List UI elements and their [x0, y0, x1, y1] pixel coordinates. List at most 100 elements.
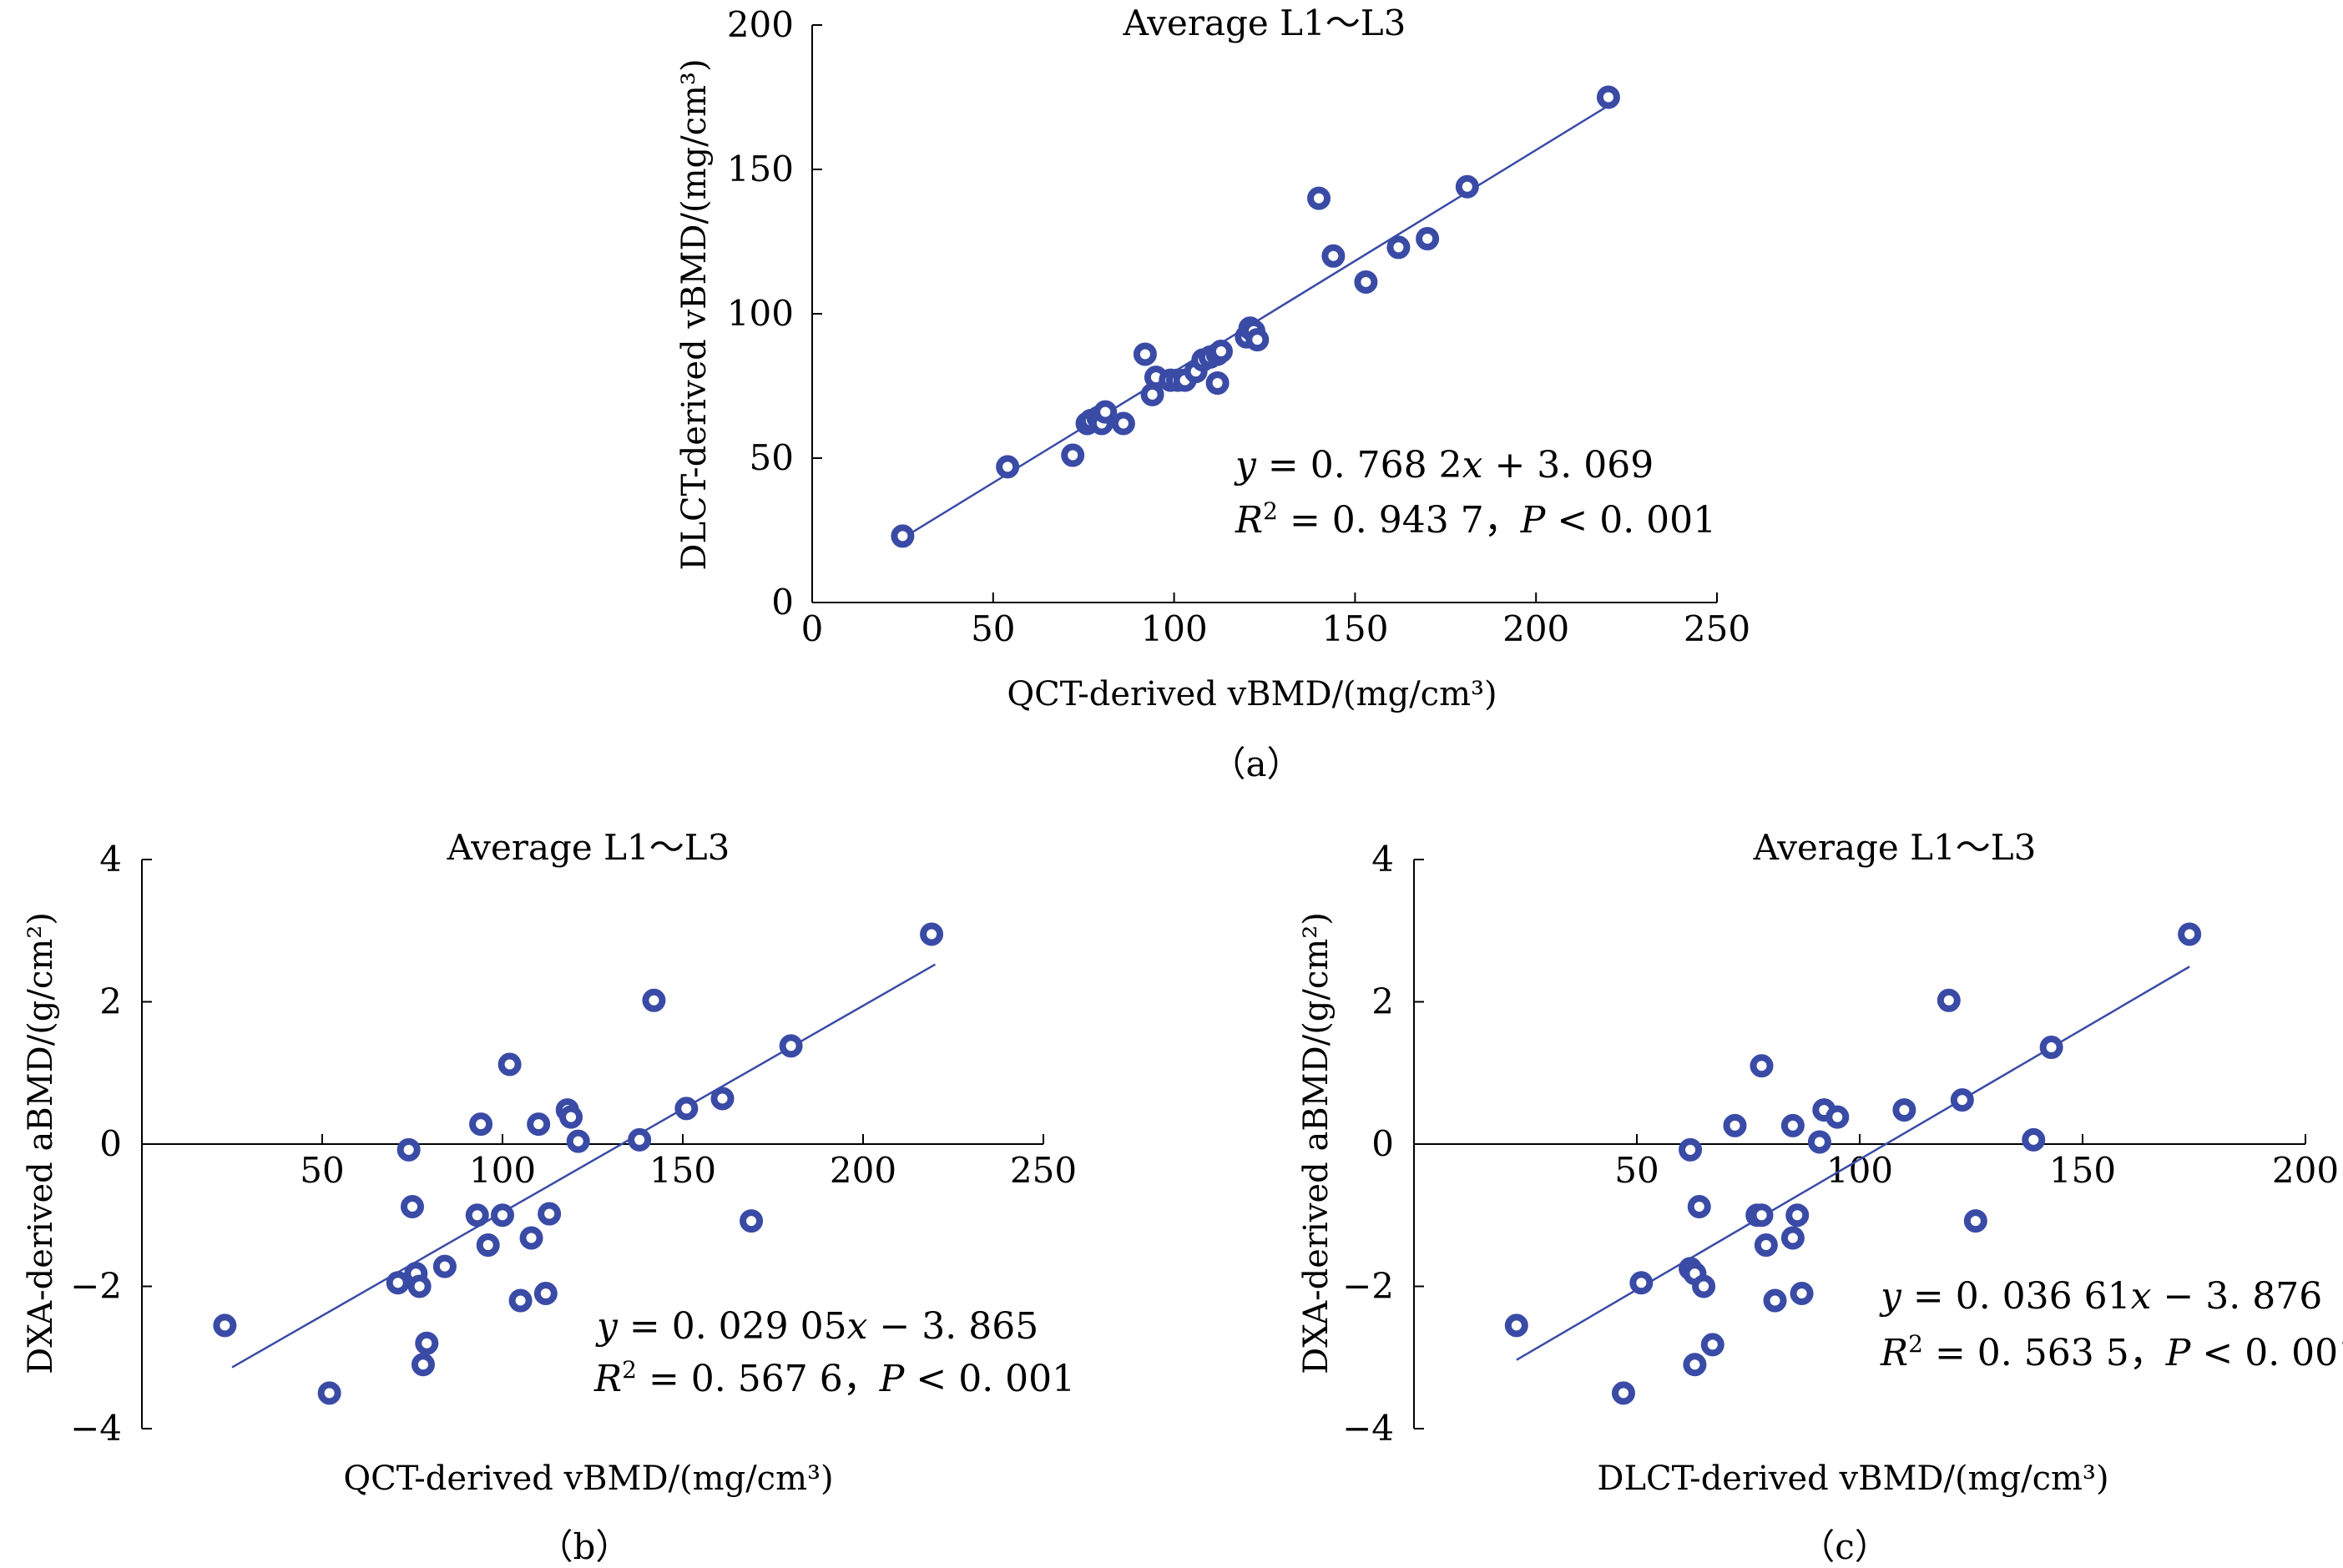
panel-c-data-point — [1692, 1274, 1716, 1298]
panel-b-data-point — [559, 1105, 583, 1129]
panel-b-data-point — [628, 1127, 652, 1152]
panel-a-title: Average L1～L3 — [1123, 3, 1406, 43]
panel-b-data-point — [396, 1137, 421, 1162]
panel-c-data-point — [2022, 1127, 2046, 1152]
panel-c-title: Average L1～L3 — [1753, 827, 2037, 868]
panel-c-data-point — [1700, 1333, 1724, 1357]
panel-b-data-point — [674, 1097, 699, 1121]
panel-b-equation-intercept: − 3. 865 — [867, 1305, 1038, 1348]
panel-b-y-tick-label: −4 — [70, 1408, 122, 1449]
panel-b-equation-x: x — [847, 1305, 868, 1348]
panel-a-stats-exp: 2 — [1263, 497, 1278, 525]
panel-c-data-point — [1611, 1381, 1635, 1405]
panel-a-y-tick-label: 150 — [727, 149, 794, 189]
panel-a-data-point — [1354, 270, 1378, 294]
panel-b-y-tick-label: 2 — [99, 981, 122, 1022]
panel-a-y-tick-label: 50 — [750, 437, 794, 478]
panel-c-x-tick-label: 50 — [1614, 1150, 1659, 1191]
panel-c-equation: y = 0. 036 61x − 3. 876 — [1879, 1275, 2322, 1318]
panel-b-data-point — [415, 1331, 439, 1355]
panel-b-data-point — [740, 1209, 764, 1233]
panel-a-data-point — [1321, 244, 1346, 268]
panel-a-data-point — [1307, 186, 1331, 210]
panel-c-data-point — [1807, 1130, 1831, 1154]
panel-b-equation-y: y — [595, 1305, 619, 1348]
panel-c-stats: R2 = 0. 563 5，P < 0. 001 — [1880, 1330, 2343, 1374]
panel-b-x-tick-label: 50 — [300, 1150, 344, 1191]
panel-b-data-point — [465, 1203, 489, 1228]
panel-c-data-point — [1763, 1288, 1787, 1313]
panel-b-data-point — [407, 1274, 432, 1298]
panel-b-x-tick-label: 100 — [469, 1150, 536, 1191]
panel-c: Average L1～L3 DLCT-derived vBMD/(mg/cm³)… — [1297, 827, 2343, 1567]
panel-a-y-tick-label: 0 — [771, 582, 794, 623]
panel-c-x-tick-label: 200 — [2272, 1150, 2339, 1191]
panel-b-x-tick-label: 150 — [649, 1150, 716, 1191]
panel-b-data-point — [491, 1203, 514, 1228]
panel-a-data-point — [1140, 382, 1164, 406]
panel-a-equation-slope: = 0. 768 2 — [1256, 444, 1462, 487]
panel-c-data-point — [1825, 1105, 1850, 1129]
panel-a-stats-p: P — [1520, 499, 1547, 542]
panel-c-equation-x: x — [2131, 1275, 2152, 1318]
panel-b-data-point — [213, 1313, 237, 1338]
panel-b-y-tick-label: 4 — [99, 839, 122, 880]
panel-b-fit-line — [231, 963, 937, 1369]
panel-c-data-point — [1963, 1209, 1987, 1233]
panel-a-data-point — [996, 455, 1020, 479]
panel-a-data-point — [1111, 411, 1135, 436]
panel-c-equation-intercept: − 3. 876 — [2151, 1275, 2322, 1318]
panel-a-x-tick-label: 0 — [801, 608, 824, 649]
panel-c-data-point — [1629, 1271, 1654, 1295]
panel-b-data-point — [401, 1195, 424, 1219]
panel-a-x-tick-label: 50 — [971, 608, 1015, 649]
panel-c-x-tick-label: 150 — [2049, 1150, 2116, 1191]
panel-b-data-point — [533, 1282, 558, 1306]
panel-a-y-tick-label: 200 — [727, 4, 794, 45]
panel-b-stats: R2 = 0. 567 6，P < 0. 001 — [593, 1356, 1075, 1400]
panel-a-data-point — [1455, 174, 1479, 199]
panel-a-stats-r2: = 0. 943 7， — [1278, 499, 1521, 542]
panel-b-data-point — [519, 1226, 543, 1250]
panel-c-equation-slope: = 0. 036 61 — [1901, 1275, 2131, 1318]
panel-a-equation-intercept: + 3. 069 — [1482, 444, 1654, 487]
panel-b-equation-slope: = 0. 029 05 — [618, 1305, 847, 1348]
panel-c-stats-exp: 2 — [1908, 1330, 1923, 1358]
panel-a-data-point — [1245, 328, 1270, 352]
panel-c-data-point — [1780, 1113, 1805, 1137]
panel-c-y-tick-label: 0 — [1371, 1123, 1394, 1164]
panel-c-stats-r: R — [1880, 1332, 1908, 1374]
panel-a-x-tick-label: 200 — [1502, 608, 1569, 649]
panel-b-data-point — [527, 1112, 551, 1137]
panel-a-data-point — [1209, 339, 1233, 363]
panel-b-data-point — [476, 1233, 500, 1258]
panel-c-y-tick-label: −4 — [1342, 1408, 1394, 1449]
panel-c-data-point — [1892, 1098, 1916, 1122]
panel-b-data-point — [386, 1271, 410, 1295]
panel-c-equation-y: y — [1879, 1275, 1902, 1318]
panel-c-data-point — [2039, 1036, 2063, 1060]
panel-b-stats-r: R — [593, 1358, 622, 1400]
panel-c-data-point — [1723, 1113, 1747, 1137]
panel-b-data-point — [317, 1381, 341, 1405]
panel-a-equation: y = 0. 768 2x + 3. 069 — [1234, 444, 1654, 487]
panel-b-data-point — [432, 1254, 457, 1278]
panel-b-data-point — [920, 922, 944, 946]
panel-c-data-point — [1679, 1137, 1703, 1162]
panel-b-data-point — [497, 1052, 522, 1076]
panel-b-data-point — [411, 1353, 435, 1377]
panel-b-data-point — [469, 1112, 493, 1137]
panel-a-x-axis-label: QCT-derived vBMD/(mg/cm³) — [1007, 675, 1497, 713]
panel-b-data-point — [710, 1087, 735, 1111]
panel-c-y-tick-label: 4 — [1371, 839, 1394, 880]
panel-c-data-point — [1785, 1203, 1810, 1228]
panel-a-stats-r: R — [1235, 499, 1263, 542]
panel-a-x-tick-label: 100 — [1141, 608, 1208, 649]
panel-c-x-axis-label: DLCT-derived vBMD/(mg/cm³) — [1597, 1460, 2108, 1498]
panel-a-y-tick-label: 100 — [727, 293, 794, 334]
panel-a-data-point — [1133, 342, 1157, 366]
panel-c-x-tick-label: 100 — [1826, 1150, 1893, 1191]
panel-a-data-point — [1061, 443, 1085, 467]
panel-a-y-axis-label: DLCT-derived vBMD/(mg/cm³) — [675, 58, 714, 570]
